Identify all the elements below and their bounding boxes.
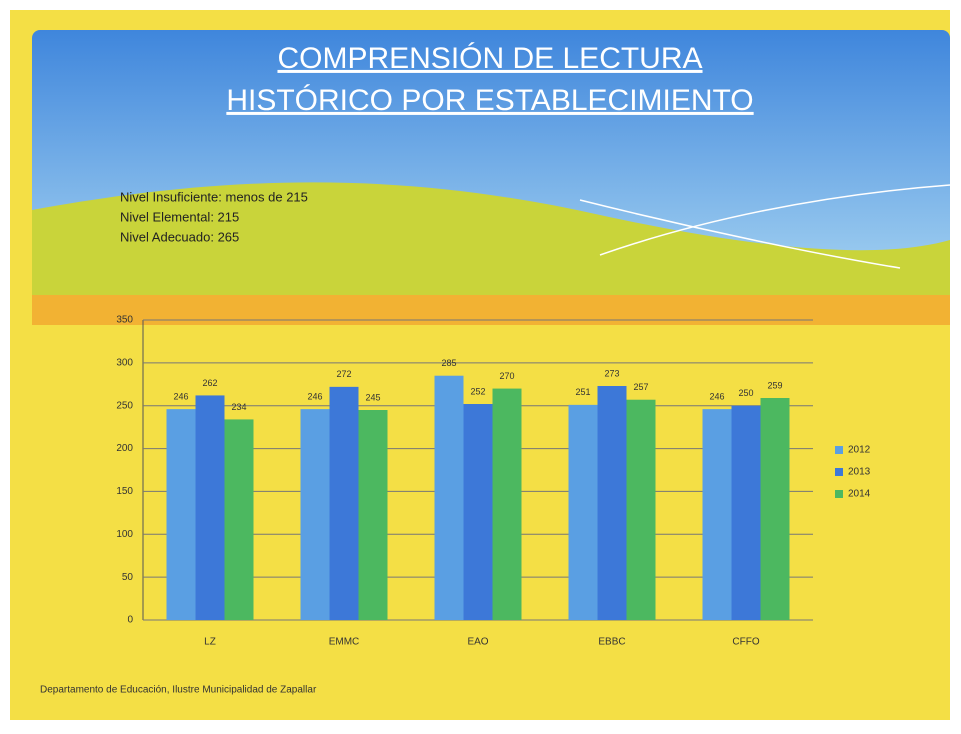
title: COMPRENSIÓN DE LECTURA: [277, 42, 702, 75]
data-label: 273: [604, 368, 619, 378]
bar: [598, 386, 627, 620]
y-tick-label: 300: [116, 357, 133, 368]
bar: [359, 410, 388, 620]
title: HISTÓRICO POR ESTABLECIMIENTO: [226, 84, 753, 117]
data-label: 246: [173, 392, 188, 402]
legend-swatch: [835, 468, 843, 476]
legend-label: 2014: [848, 489, 871, 500]
note: Nivel Elemental: 215: [120, 209, 239, 224]
x-tick-label: EMMC: [329, 637, 360, 648]
bar: [464, 404, 493, 620]
data-label: 270: [499, 371, 514, 381]
data-label: 262: [202, 378, 217, 388]
bar: [703, 409, 732, 620]
data-label: 251: [575, 387, 590, 397]
x-tick-label: EBBC: [598, 637, 625, 648]
data-label: 234: [231, 402, 246, 412]
y-tick-label: 100: [116, 529, 133, 540]
legend-swatch: [835, 446, 843, 454]
note: Nivel Adecuado: 265: [120, 229, 239, 244]
legend-label: 2013: [848, 467, 871, 478]
slide: COMPRENSIÓN DE LECTURA HISTÓRICO POR EST…: [0, 0, 961, 729]
x-tick-label: LZ: [204, 637, 216, 648]
legend-swatch: [835, 490, 843, 498]
bar: [301, 409, 330, 620]
y-tick-label: 350: [116, 315, 133, 326]
bar: [196, 395, 225, 620]
bar: [435, 376, 464, 620]
bar: [225, 419, 254, 620]
bar: [493, 389, 522, 620]
data-label: 285: [441, 358, 456, 368]
bar: [761, 398, 790, 620]
data-label: 245: [365, 392, 380, 402]
data-label: 250: [738, 388, 753, 398]
data-label: 272: [336, 369, 351, 379]
bar: [330, 387, 359, 620]
data-label: 259: [767, 380, 782, 390]
x-tick-label: CFFO: [732, 637, 759, 648]
bar: [167, 409, 196, 620]
y-tick-label: 50: [122, 572, 134, 583]
y-tick-label: 150: [116, 486, 133, 497]
data-label: 246: [709, 392, 724, 402]
legend-label: 2012: [848, 445, 871, 456]
note: Nivel Insuficiente: menos de 215: [120, 189, 308, 204]
data-label: 246: [307, 392, 322, 402]
y-tick-label: 0: [127, 615, 133, 626]
x-tick-label: EAO: [467, 637, 488, 648]
data-label: 257: [633, 382, 648, 392]
data-label: 252: [470, 386, 485, 396]
bar: [569, 405, 598, 620]
bar: [627, 400, 656, 620]
bar: [732, 406, 761, 620]
y-tick-label: 250: [116, 400, 133, 411]
y-tick-label: 200: [116, 443, 133, 454]
footer: Departamento de Educación, Ilustre Munic…: [40, 685, 317, 696]
